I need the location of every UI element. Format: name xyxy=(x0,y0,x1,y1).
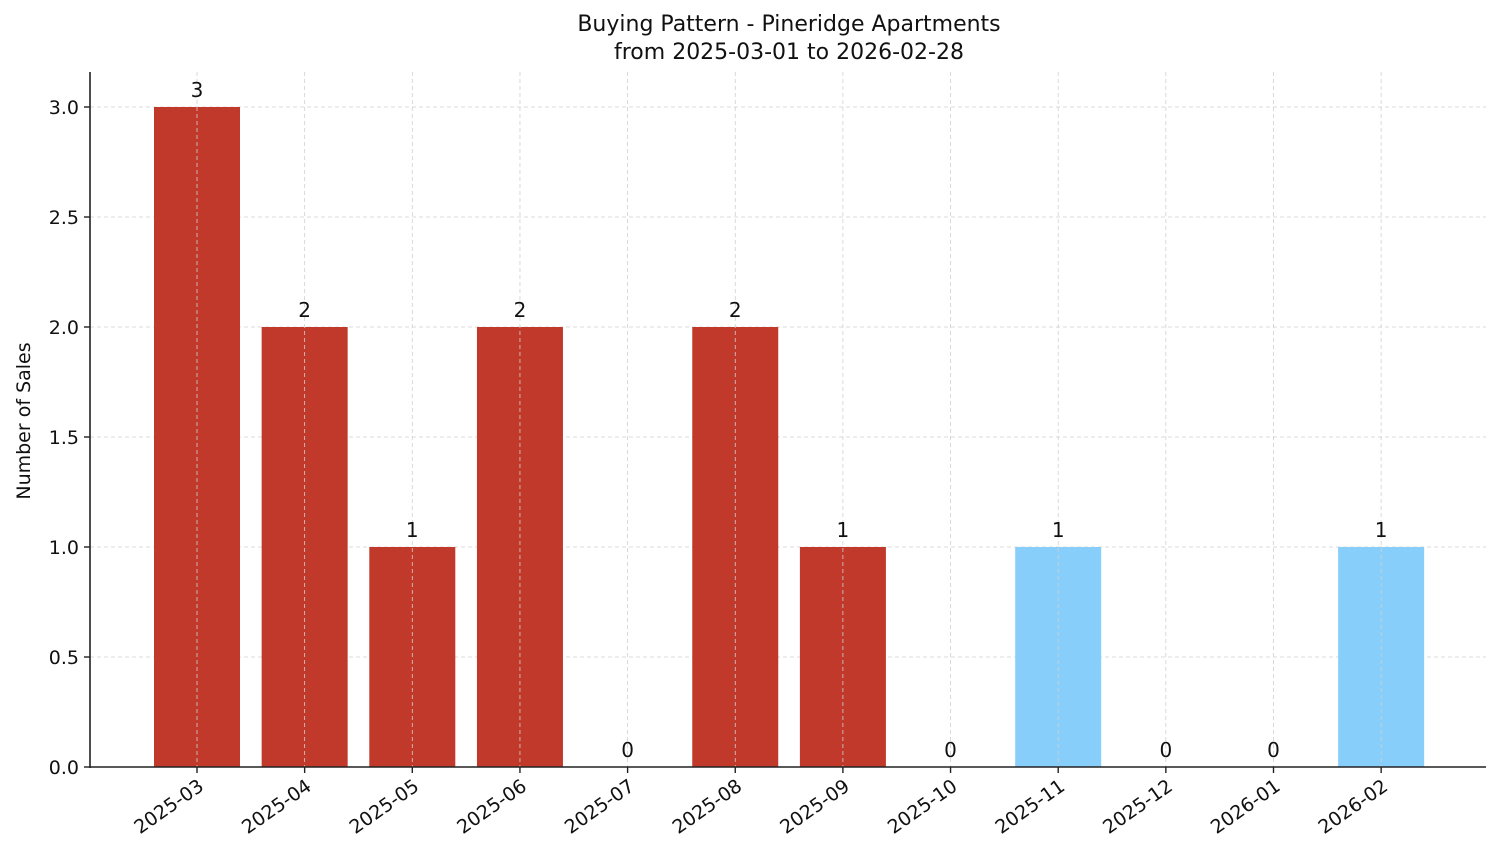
chart-subtitle: from 2025-03-01 to 2026-02-28 xyxy=(614,40,964,65)
data-label: 0 xyxy=(1159,738,1172,762)
data-label: 1 xyxy=(837,518,850,542)
y-tick-label: 2.0 xyxy=(49,317,79,339)
data-label: 2 xyxy=(298,298,311,322)
y-tick-label: 0.5 xyxy=(49,647,79,669)
bar xyxy=(476,327,563,767)
y-tick-label: 3.0 xyxy=(49,97,79,119)
data-label: 2 xyxy=(514,298,527,322)
x-tick-label: 2025-05 xyxy=(346,775,424,839)
bar xyxy=(261,327,348,767)
data-label: 0 xyxy=(1267,738,1280,762)
x-tick-label: 2025-04 xyxy=(238,775,316,839)
x-tick-label: 2025-08 xyxy=(668,775,746,839)
y-tick-label: 1.5 xyxy=(49,427,79,449)
x-tick-label: 2025-09 xyxy=(776,775,854,839)
y-tick-label: 1.0 xyxy=(49,537,79,559)
x-tick-label: 2025-07 xyxy=(561,775,639,839)
x-tick-label: 2026-02 xyxy=(1314,775,1392,839)
x-tick-label: 2026-01 xyxy=(1207,775,1285,839)
y-tick-label: 2.5 xyxy=(49,207,79,229)
x-tick-label: 2025-03 xyxy=(130,775,208,839)
data-label: 0 xyxy=(944,738,957,762)
data-label: 1 xyxy=(406,518,419,542)
y-axis-label: Number of Sales xyxy=(13,342,35,499)
chart-title: Buying Pattern - Pineridge Apartments xyxy=(577,12,1001,37)
data-label: 1 xyxy=(1375,518,1388,542)
bar xyxy=(692,327,779,767)
data-label: 0 xyxy=(621,738,634,762)
x-tick-label: 2025-06 xyxy=(453,775,531,839)
y-tick-label: 0.0 xyxy=(49,757,79,779)
x-tick-label: 2025-12 xyxy=(1099,775,1177,839)
data-label: 2 xyxy=(729,298,742,322)
data-label: 1 xyxy=(1052,518,1065,542)
data-label: 3 xyxy=(191,78,204,102)
x-tick-label: 2025-10 xyxy=(884,775,962,839)
x-tick-label: 2025-11 xyxy=(991,775,1069,839)
